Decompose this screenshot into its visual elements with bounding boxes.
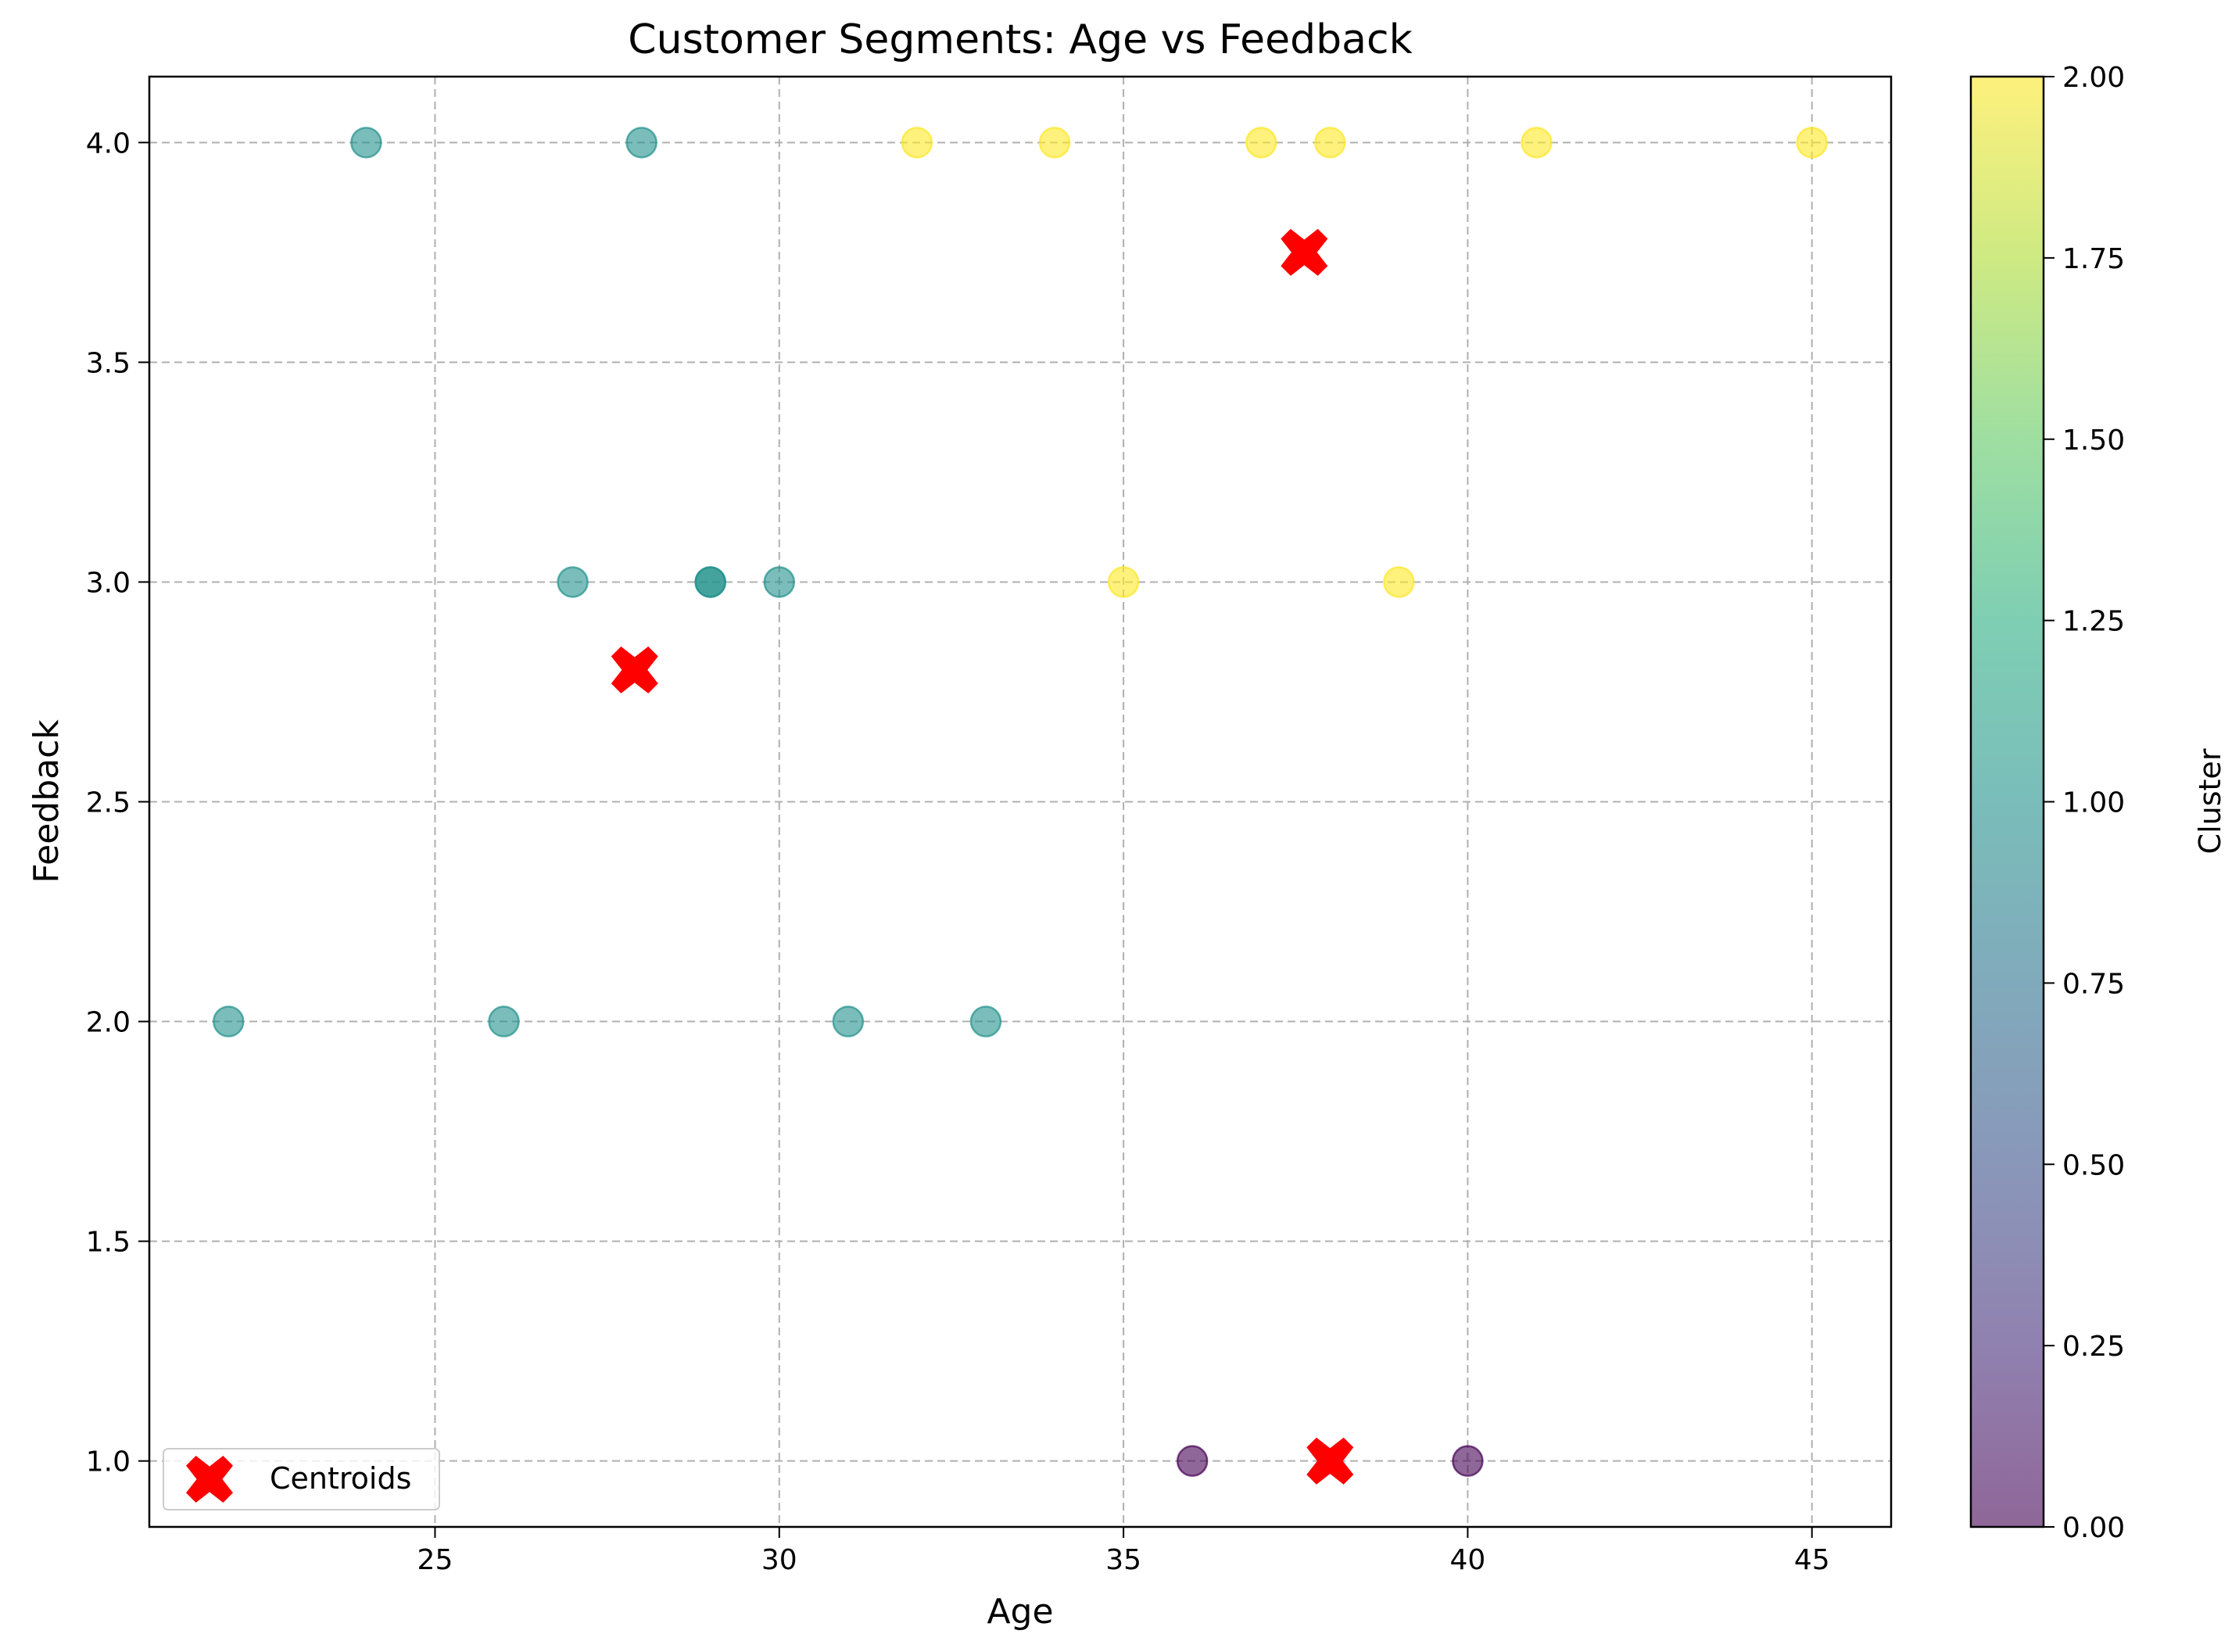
colorbar: 0.00 0.25 0.50 0.75 1.00 1.25 1.50 1.75 2.00 Clu… bbox=[1969, 62, 2227, 1544]
data-point bbox=[832, 1005, 865, 1037]
colorbar-tick-label: 1.00 bbox=[2062, 787, 2125, 819]
x-tick-label: 40 bbox=[1450, 1544, 1486, 1576]
data-point bbox=[1107, 566, 1140, 598]
y-tick-label: 3.0 bbox=[86, 567, 131, 599]
data-point bbox=[557, 566, 589, 598]
x-tick-label: 45 bbox=[1794, 1544, 1830, 1576]
data-point bbox=[213, 1005, 245, 1037]
colorbar-tick-label: 2.00 bbox=[2062, 62, 2125, 94]
data-point bbox=[763, 566, 796, 598]
colorbar-tick-label: 1.75 bbox=[2062, 243, 2125, 275]
x-tick-label: 35 bbox=[1105, 1544, 1141, 1576]
y-tick-label: 1.5 bbox=[86, 1227, 131, 1259]
data-point bbox=[694, 566, 726, 598]
data-point bbox=[1452, 1445, 1484, 1477]
legend-centroid-marker bbox=[186, 1456, 233, 1503]
y-tick-label: 4.0 bbox=[86, 127, 131, 159]
y-tick-label: 3.5 bbox=[86, 347, 131, 379]
data-point bbox=[969, 1005, 1002, 1037]
data-point bbox=[1796, 127, 1828, 159]
data-point bbox=[488, 1005, 520, 1037]
y-axis-label: Feedback bbox=[27, 719, 66, 883]
x-axis-label: Age bbox=[987, 1592, 1053, 1632]
data-point bbox=[901, 127, 933, 159]
y-tick-label: 2.0 bbox=[86, 1007, 131, 1039]
colorbar-tick-label: 0.00 bbox=[2062, 1512, 2125, 1544]
data-point bbox=[1521, 127, 1553, 159]
chart-title: Customer Segments: Age vs Feedback bbox=[628, 16, 1412, 63]
data-point bbox=[625, 127, 657, 159]
colorbar-gradient bbox=[1969, 75, 2045, 1528]
y-tick-label: 2.5 bbox=[86, 787, 131, 819]
colorbar-tick-label: 1.25 bbox=[2062, 606, 2125, 638]
y-ticks: 1.0 1.5 2.0 2.5 3.0 3.5 4.0 bbox=[86, 127, 149, 1478]
data-point bbox=[1038, 127, 1071, 159]
centroid-marker bbox=[1281, 228, 1328, 276]
colorbar-tick-label: 0.25 bbox=[2062, 1331, 2125, 1363]
data-point bbox=[350, 127, 382, 159]
colorbar-tick-label: 1.50 bbox=[2062, 425, 2125, 457]
legend-box bbox=[163, 1448, 440, 1510]
grid bbox=[149, 77, 1891, 1527]
x-tick-label: 25 bbox=[417, 1544, 453, 1576]
centroids bbox=[611, 228, 1354, 1485]
data-point bbox=[1245, 127, 1277, 159]
colorbar-ticks: 0.00 0.25 0.50 0.75 1.00 1.25 1.50 1.75 2.00 bbox=[2044, 62, 2125, 1544]
legend: Centroids bbox=[163, 1448, 440, 1510]
colorbar-tick-label: 0.75 bbox=[2062, 968, 2125, 1000]
data-point bbox=[1314, 127, 1346, 159]
centroid-marker bbox=[611, 646, 658, 693]
colorbar-tick-label: 0.50 bbox=[2062, 1149, 2125, 1181]
colorbar-label: Cluster bbox=[2193, 748, 2227, 854]
data-point bbox=[1176, 1445, 1209, 1477]
centroid-marker bbox=[1306, 1437, 1354, 1485]
legend-label-centroids: Centroids bbox=[270, 1461, 411, 1496]
points bbox=[213, 127, 1828, 1477]
x-tick-label: 30 bbox=[761, 1544, 797, 1576]
y-tick-label: 1.0 bbox=[86, 1446, 131, 1478]
legend-marker-shape bbox=[186, 1456, 233, 1503]
x-ticks: 25 30 35 40 45 bbox=[417, 1527, 1830, 1576]
data-point bbox=[1383, 566, 1415, 598]
